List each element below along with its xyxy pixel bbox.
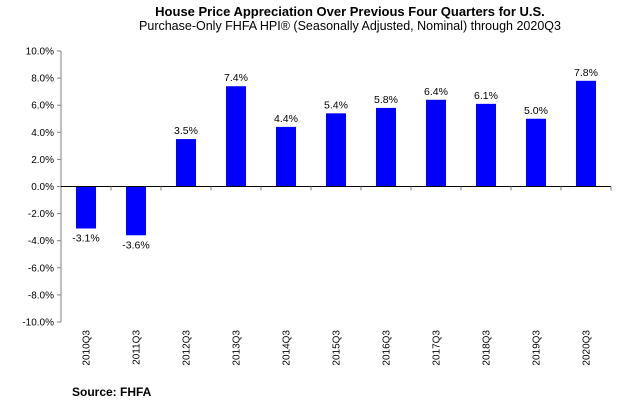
data-label: 7.4% xyxy=(224,72,248,84)
data-label: 6.1% xyxy=(474,90,498,102)
bar-2014Q3 xyxy=(276,126,296,187)
y-tick-label: -8.0% xyxy=(28,290,54,301)
y-tick-label: -4.0% xyxy=(28,236,54,247)
x-tick-label: 2019Q3 xyxy=(532,330,543,366)
x-tick-label: 2012Q3 xyxy=(182,330,193,366)
data-label: 7.8% xyxy=(574,67,598,79)
bar-2011Q3 xyxy=(126,186,146,236)
y-tick-label: 0.0% xyxy=(31,182,54,193)
bar-2015Q3 xyxy=(326,113,346,187)
y-tick-label: 8.0% xyxy=(31,74,54,85)
y-axis: 10.0% 8.0% 6.0% 4.0% 2.0% 0.0% -2.0% -4.0% -6.0%… xyxy=(22,47,62,329)
y-tick-label: 10.0% xyxy=(26,47,54,58)
x-tick-label: 2020Q3 xyxy=(582,330,593,366)
x-tick-label: 2010Q3 xyxy=(82,330,93,366)
source-note: Source: FHFA xyxy=(72,385,152,399)
data-label: 5.4% xyxy=(324,99,348,111)
bar-2017Q3 xyxy=(426,99,446,187)
bar-2016Q3 xyxy=(376,107,396,187)
x-axis: 2010Q3 2011Q3 2012Q3 2013Q3 2014Q3 2015Q3 2016… xyxy=(60,186,612,366)
data-label: 4.4% xyxy=(274,113,298,125)
x-tick-label: 2013Q3 xyxy=(232,330,243,366)
data-label: -3.1% xyxy=(72,233,99,245)
y-tick-label: -10.0% xyxy=(22,318,54,329)
data-label: 5.8% xyxy=(374,94,398,106)
x-tick-label: 2014Q3 xyxy=(282,330,293,366)
bar-2013Q3 xyxy=(226,86,246,187)
x-tick-label: 2015Q3 xyxy=(332,330,343,366)
chart-title: House Price Appreciation Over Previous F… xyxy=(155,4,545,19)
bar-2010Q3 xyxy=(76,186,96,229)
chart-subtitle: Purchase-Only FHFA HPI® (Seasonally Adju… xyxy=(139,19,561,33)
data-label: 5.0% xyxy=(524,105,548,117)
bars: -3.1% -3.6% 3.5% 7.4% 4.4% 5.4% 5.8% 6.4% 6.1% 5.… xyxy=(72,67,598,251)
data-label: 6.4% xyxy=(424,86,448,98)
y-tick-label: -6.0% xyxy=(28,263,54,274)
y-tick-label: 4.0% xyxy=(31,128,54,139)
bar-2012Q3 xyxy=(176,139,196,187)
bar-2019Q3 xyxy=(526,118,546,187)
y-tick-label: 6.0% xyxy=(31,101,54,112)
x-tick-label: 2011Q3 xyxy=(132,330,143,365)
x-tick-label: 2016Q3 xyxy=(382,330,393,366)
bar-2018Q3 xyxy=(476,103,496,187)
x-tick-label: 2017Q3 xyxy=(432,330,443,366)
x-tick-label: 2018Q3 xyxy=(482,330,493,366)
y-tick-label: -2.0% xyxy=(28,209,54,220)
data-label: -3.6% xyxy=(122,239,149,251)
bar-2020Q3 xyxy=(576,80,596,187)
y-tick-label: 2.0% xyxy=(31,155,54,166)
data-label: 3.5% xyxy=(174,125,198,137)
